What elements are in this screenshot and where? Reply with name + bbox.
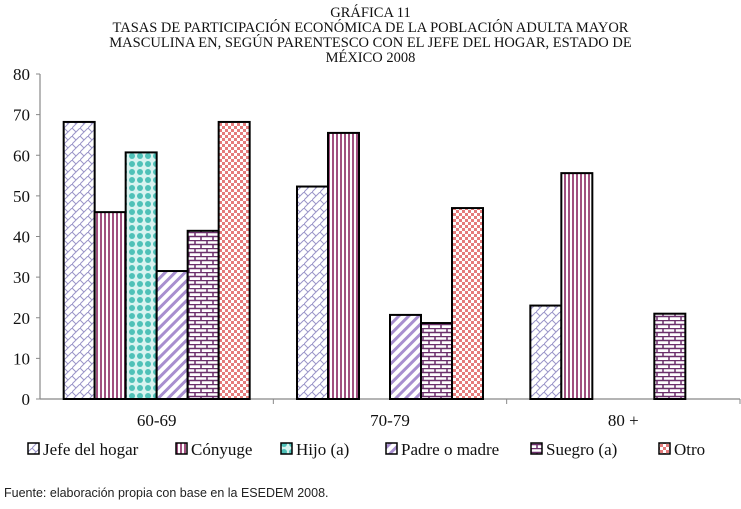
y-tick-label: 0 <box>22 390 31 409</box>
bar <box>653 312 687 400</box>
y-tick-label: 20 <box>13 309 30 328</box>
legend-swatch <box>658 442 671 455</box>
bar <box>93 211 127 400</box>
title-line: MASCULINA EN, SEGÚN PARENTESCO CON EL JE… <box>109 35 632 51</box>
y-tick-label: 40 <box>13 228 30 247</box>
legend-swatch <box>27 442 40 455</box>
bar <box>327 131 360 400</box>
title-line: TASAS DE PARTICIPACIÓN ECONÓMICA DE LA P… <box>112 20 629 36</box>
bar <box>529 304 563 400</box>
title-line: MÉXICO 2008 <box>325 50 416 66</box>
legend-swatch <box>530 442 543 455</box>
source-note: Fuente: elaboración propia con base en l… <box>4 486 329 500</box>
legend-label: Otro <box>674 440 705 459</box>
bar <box>217 120 251 400</box>
bar <box>451 207 484 400</box>
x-tick-label: 80 + <box>608 411 639 430</box>
bar <box>420 322 453 400</box>
y-tick-label: 30 <box>13 268 30 287</box>
chart-title: GRÁFICA 11 TASAS DE PARTICIPACIÓN ECONÓM… <box>0 6 741 66</box>
legend-swatch <box>385 442 398 455</box>
y-tick-label: 60 <box>13 146 30 165</box>
bar-chart: 0 10 20 30 40 50 60 70 80 60-69 70-79 80 + Jefe del… <box>13 65 741 459</box>
y-tick-label: 10 <box>13 349 30 368</box>
x-tick-label: 60-69 <box>137 411 177 430</box>
y-tick-label: 80 <box>13 65 30 84</box>
legend-label: Hijo (a) <box>296 440 349 459</box>
legend-label: Padre o madre <box>401 440 499 459</box>
bar <box>62 120 96 400</box>
legend-swatch <box>280 442 293 455</box>
legend-label: Cónyuge <box>191 440 252 459</box>
bar <box>296 185 329 400</box>
title-line: GRÁFICA 11 <box>330 5 411 21</box>
legend-label: Jefe del hogar <box>43 440 139 459</box>
y-tick-label: 70 <box>13 106 30 125</box>
bar <box>389 313 422 400</box>
y-tick-label: 50 <box>13 187 30 206</box>
x-tick-label: 70-79 <box>370 411 410 430</box>
bar <box>560 172 594 400</box>
legend-swatch <box>175 442 188 455</box>
bar <box>124 151 158 400</box>
bar <box>186 229 220 400</box>
legend-label: Suegro (a) <box>546 440 617 459</box>
bar <box>155 270 189 400</box>
